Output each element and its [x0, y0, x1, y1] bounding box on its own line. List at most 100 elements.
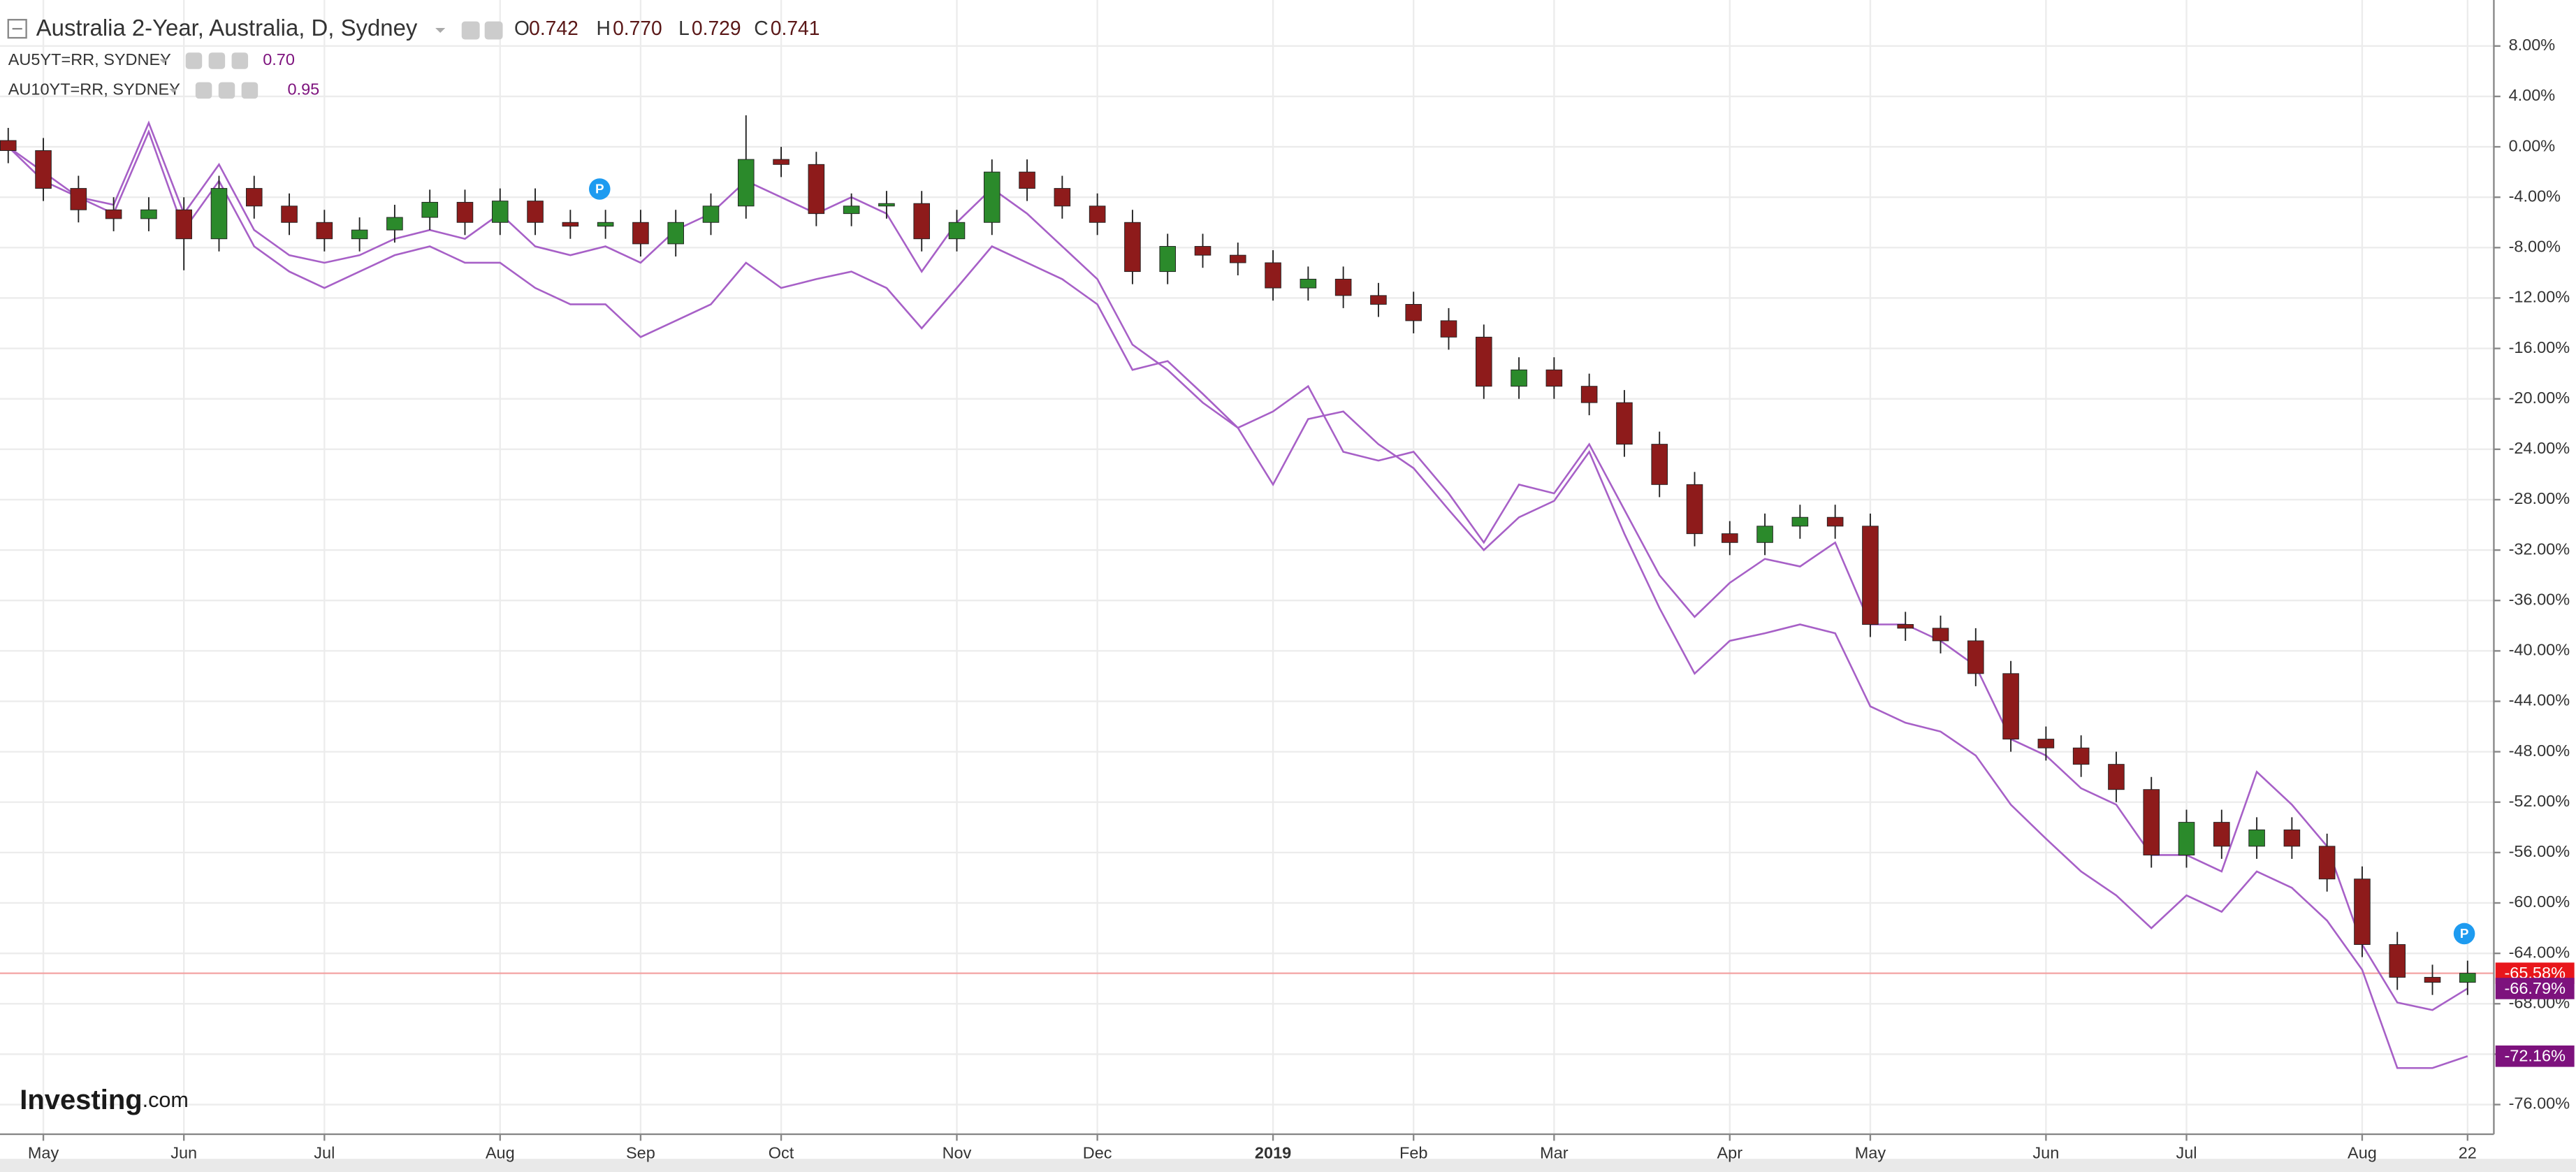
dropdown-icon[interactable]: [169, 89, 177, 93]
event-marker-label: P: [2460, 926, 2469, 941]
ohlc-letter: C: [754, 17, 768, 39]
x-tick-label: Oct: [769, 1143, 794, 1162]
plot-area: [0, 115, 2494, 1069]
x-tick-label: Nov: [943, 1143, 972, 1162]
dropdown-icon[interactable]: [159, 59, 168, 64]
x-tick-label: Dec: [1083, 1143, 1112, 1162]
candle-body: [562, 222, 579, 227]
candle-body: [702, 205, 720, 223]
candle-body: [175, 209, 192, 240]
candle-body: [386, 217, 403, 231]
candle-body: [913, 203, 930, 240]
last-value-box: [2495, 978, 2575, 999]
y-tick-label: -4.00%: [2509, 187, 2561, 205]
ohlc-value: 0.741: [771, 17, 820, 39]
y-tick-label: -56.00%: [2509, 842, 2570, 860]
candle-body: [527, 201, 544, 223]
candle-body: [2002, 673, 2019, 740]
ohlc-letter: L: [678, 17, 690, 39]
x-tick-label: Jun: [170, 1143, 197, 1162]
candle-body: [2037, 739, 2055, 748]
y-tick-label: -16.00%: [2509, 338, 2570, 356]
candle-body: [2354, 878, 2371, 945]
candle-body: [2283, 829, 2301, 847]
candle-body: [773, 159, 789, 165]
collapse-button[interactable]: [7, 19, 27, 39]
overlay: 8.00% 4.00% 0.00% -4.00% -8.00% -12.00% -16.00…: [28, 36, 2575, 1162]
candle-body: [948, 222, 966, 240]
last-value-label: -72.16%: [2504, 1047, 2566, 1065]
ohlc-value: 0.770: [613, 17, 662, 39]
y-tick-label: -76.00%: [2509, 1094, 2570, 1113]
candle-body: [1265, 262, 1281, 289]
watermark-domain: .com: [143, 1088, 189, 1112]
dropdown-icon[interactable]: [435, 27, 446, 34]
x-tick-label: May: [28, 1143, 59, 1162]
legend-value: 0.95: [287, 80, 319, 99]
visibility-icon[interactable]: [195, 82, 212, 99]
candle-body: [1686, 484, 1703, 535]
y-tick-label: 0.00%: [2509, 136, 2556, 154]
candle-body: [1616, 402, 1633, 445]
y-tick-label: -36.00%: [2509, 590, 2570, 608]
candle-body: [2108, 764, 2125, 790]
visibility-icon[interactable]: [461, 21, 480, 40]
candle-body: [1089, 205, 1106, 223]
candle-body: [1862, 526, 1879, 625]
candle-body: [1054, 188, 1071, 207]
remove-icon[interactable]: [231, 52, 249, 69]
y-tick-label: 4.00%: [2509, 86, 2556, 104]
candle-body: [983, 171, 1000, 223]
remove-icon[interactable]: [241, 82, 259, 99]
y-tick-label: -24.00%: [2509, 439, 2570, 457]
candle-body: [1580, 386, 1598, 403]
settings-icon[interactable]: [208, 52, 226, 69]
legend-entry: AU10YT=RR, SYDNEY: [8, 80, 180, 99]
candle-body: [843, 205, 860, 215]
candle-body: [281, 205, 298, 223]
x-tick-label: Jul: [314, 1143, 335, 1162]
candle-body: [667, 222, 684, 245]
candle-body: [1545, 369, 1563, 387]
candle-body: [632, 222, 649, 245]
y-tick-label: -28.00%: [2509, 489, 2570, 507]
candle-body: [2178, 822, 2195, 855]
candle-body: [1300, 278, 1317, 289]
candle-body: [737, 159, 755, 207]
visibility-icon[interactable]: [185, 52, 203, 69]
event-marker: [2453, 923, 2475, 945]
chart-title: Australia 2-Year, Australia, D, Sydney: [36, 15, 418, 41]
candle-body: [456, 201, 474, 223]
settings-icon[interactable]: [484, 21, 503, 40]
y-tick-label: -60.00%: [2509, 892, 2570, 911]
candle-body: [2248, 829, 2265, 847]
ohlc-value: 0.729: [692, 17, 741, 39]
y-tick-label: -12.00%: [2509, 288, 2570, 306]
y-tick-label: 8.00%: [2509, 36, 2556, 54]
candle-body: [1897, 624, 1914, 629]
compare-line: [8, 120, 2468, 1011]
candle-body: [1932, 628, 1949, 642]
candle-body: [1722, 533, 1738, 543]
legend-entry: AU5YT=RR, SYDNEY: [8, 50, 171, 68]
ohlc-letter: H: [597, 17, 611, 39]
candle-body: [1476, 336, 1492, 387]
candle-body: [0, 140, 17, 151]
y-tick-label: -64.00%: [2509, 943, 2570, 961]
last-value-box: [2495, 1045, 2575, 1067]
candle-body: [1756, 526, 1773, 543]
settings-icon[interactable]: [218, 82, 235, 99]
candle-body: [1405, 304, 1422, 321]
candle-body: [105, 209, 122, 219]
scrollbar[interactable]: [0, 1159, 2576, 1172]
candle-body: [245, 188, 263, 207]
legend-value: 0.70: [263, 50, 295, 68]
y-tick-label: -20.00%: [2509, 389, 2570, 407]
candle-body: [70, 188, 87, 210]
candle-body: [1440, 320, 1457, 338]
ohlc-letter: O: [514, 17, 530, 39]
last-value-label: -66.79%: [2504, 979, 2566, 997]
